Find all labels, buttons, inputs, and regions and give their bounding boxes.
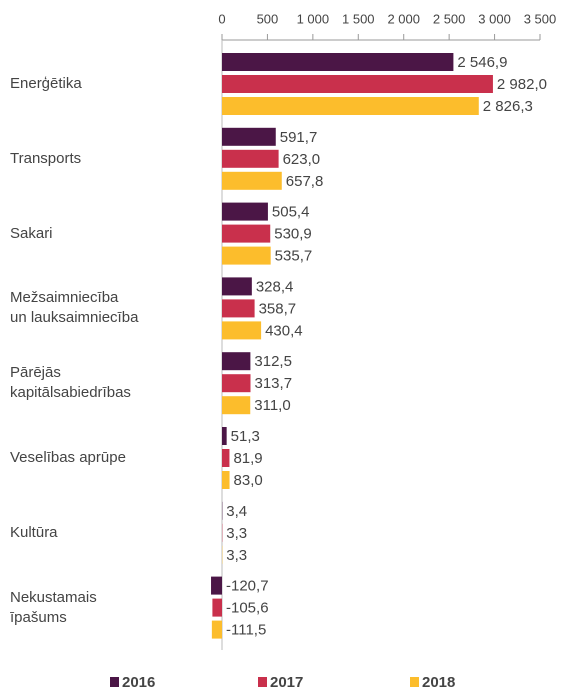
bar <box>222 427 227 445</box>
bar <box>222 471 230 489</box>
x-tick-label: 0 <box>218 11 225 26</box>
bar <box>211 620 222 639</box>
bar <box>211 576 222 595</box>
bar <box>222 277 252 296</box>
bar <box>222 149 279 168</box>
bar <box>222 127 276 146</box>
category-label: Pārējās kapitālsabiedrības <box>10 364 131 402</box>
category-label: Veselības aprūpe <box>10 449 126 466</box>
legend-label: 2017 <box>270 674 303 689</box>
data-label: 312,5 <box>254 353 292 370</box>
data-label: 505,4 <box>272 204 310 221</box>
bar <box>222 224 271 243</box>
legend-label: 2018 <box>422 674 455 689</box>
data-label: 430,4 <box>265 322 303 339</box>
category-label: Enerģētika <box>10 75 82 92</box>
data-label: 623,0 <box>283 151 321 168</box>
category-label: Nekustamais īpašums <box>10 588 97 626</box>
bar <box>222 396 251 415</box>
x-tick-label: 2 000 <box>387 11 420 26</box>
x-tick-label: 500 <box>257 11 279 26</box>
data-label: 358,7 <box>259 300 297 317</box>
data-label: -120,7 <box>226 578 269 595</box>
data-label: 535,7 <box>275 248 313 265</box>
category-label: Transports <box>10 149 82 167</box>
data-label: -105,6 <box>226 600 269 617</box>
data-label: 313,7 <box>255 375 293 392</box>
bar <box>222 299 255 318</box>
bar <box>212 598 222 617</box>
category-label: Sakari <box>10 224 53 242</box>
data-label: 530,9 <box>274 226 312 243</box>
bar <box>222 321 262 340</box>
bar <box>222 75 493 93</box>
data-label: 3,3 <box>226 525 247 542</box>
data-label: 2 546,9 <box>457 54 507 71</box>
bar <box>222 53 454 71</box>
data-label: 328,4 <box>256 278 294 295</box>
data-label: 51,3 <box>231 428 260 445</box>
x-tick-label: 2 500 <box>433 11 466 26</box>
legend-swatch <box>410 677 419 687</box>
bar <box>222 449 230 467</box>
data-label: 657,8 <box>286 173 324 190</box>
category-label: Mežsaimniecība un lauksaimniecība <box>10 289 139 327</box>
data-label: 3,3 <box>226 547 247 564</box>
data-label: 2 826,3 <box>483 98 533 115</box>
category-label: Kultūra <box>10 523 58 541</box>
x-tick-label: 1 000 <box>297 11 330 26</box>
data-label: -111,5 <box>226 622 266 639</box>
data-label: 2 982,0 <box>497 76 547 93</box>
x-tick-label: 3 500 <box>524 11 557 26</box>
x-tick-label: 3 000 <box>478 11 511 26</box>
legend-swatch <box>110 677 119 687</box>
bar <box>222 246 271 265</box>
bar <box>222 97 479 115</box>
x-tick-label: 1 500 <box>342 11 375 26</box>
data-label: 3,4 <box>226 503 247 520</box>
bar <box>222 202 268 221</box>
data-label: 81,9 <box>233 450 262 467</box>
bar <box>222 374 251 393</box>
legend-swatch <box>258 677 267 687</box>
bar <box>222 171 282 190</box>
legend-label: 2016 <box>122 674 155 689</box>
data-label: 591,7 <box>280 129 318 146</box>
data-label: 311,0 <box>254 397 290 414</box>
data-label: 83,0 <box>234 472 263 489</box>
bar <box>222 352 251 371</box>
